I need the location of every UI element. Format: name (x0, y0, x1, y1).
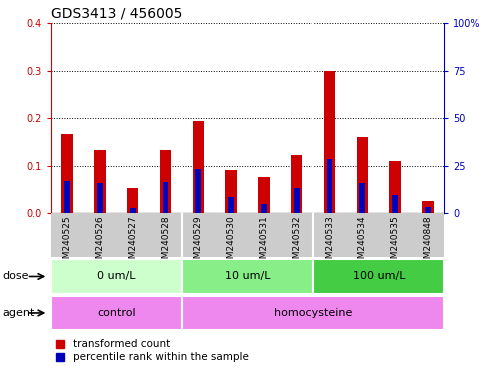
Text: 100 um/L: 100 um/L (353, 271, 405, 281)
Text: GSM240529: GSM240529 (194, 215, 203, 270)
Text: GSM240534: GSM240534 (358, 215, 367, 270)
Text: agent: agent (2, 308, 35, 318)
Text: control: control (97, 308, 136, 318)
Bar (127, 188, 139, 213)
Bar (163, 182, 169, 213)
Bar (359, 183, 365, 213)
Bar (182, 259, 313, 294)
Bar (425, 207, 431, 213)
Bar (228, 197, 234, 213)
Bar (160, 150, 171, 213)
Bar (291, 155, 302, 213)
Text: GSM240526: GSM240526 (96, 215, 104, 270)
Text: GSM240528: GSM240528 (161, 215, 170, 270)
Text: GSM240525: GSM240525 (63, 215, 71, 270)
Bar (226, 170, 237, 213)
Legend: transformed count, percentile rank within the sample: transformed count, percentile rank withi… (56, 339, 248, 362)
Bar (327, 159, 332, 213)
Text: GSM240535: GSM240535 (391, 215, 399, 270)
Bar (313, 259, 444, 294)
Bar (422, 201, 434, 213)
Bar (94, 150, 106, 213)
Bar (389, 161, 401, 213)
Bar (97, 183, 103, 213)
Text: GSM240527: GSM240527 (128, 215, 137, 270)
Bar (261, 204, 267, 213)
Bar (324, 71, 335, 213)
Text: 10 um/L: 10 um/L (225, 271, 270, 281)
Text: GSM240533: GSM240533 (325, 215, 334, 270)
Text: GSM240532: GSM240532 (292, 215, 301, 270)
Bar (294, 189, 299, 213)
Bar (196, 169, 201, 213)
Bar (64, 181, 70, 213)
Bar (182, 296, 444, 330)
Bar (392, 195, 398, 213)
Text: GDS3413 / 456005: GDS3413 / 456005 (51, 7, 182, 20)
Bar (51, 259, 182, 294)
Bar (258, 177, 270, 213)
Bar (193, 121, 204, 213)
Bar (51, 296, 182, 330)
Text: GSM240531: GSM240531 (259, 215, 269, 270)
Bar (61, 134, 73, 213)
Bar (356, 137, 368, 213)
Bar (130, 209, 136, 213)
Text: GSM240530: GSM240530 (227, 215, 236, 270)
Text: 0 um/L: 0 um/L (97, 271, 136, 281)
Text: homocysteine: homocysteine (274, 308, 352, 318)
Text: GSM240848: GSM240848 (424, 215, 432, 270)
Text: dose: dose (2, 271, 29, 281)
